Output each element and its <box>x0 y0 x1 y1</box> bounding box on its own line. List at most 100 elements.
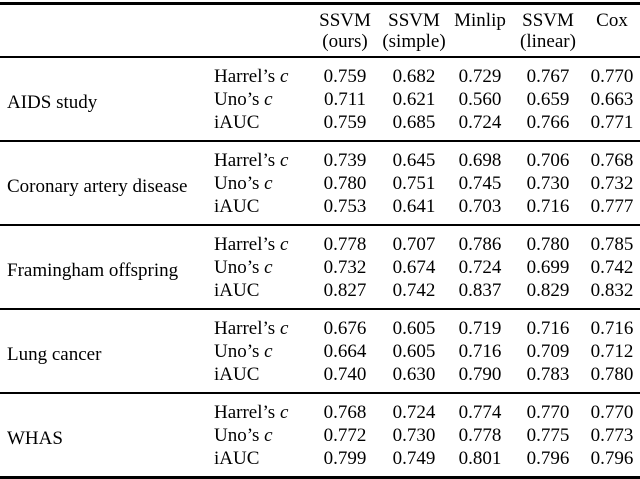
value-cell: 0.664 <box>323 341 367 362</box>
metric-label: Uno’s c <box>208 172 310 195</box>
value-cell: 0.716 <box>458 341 502 362</box>
dataset-label: AIDS study <box>7 92 98 113</box>
table-row: Uno’s c 0.780 0.751 0.745 0.730 0.732 <box>0 172 640 195</box>
value-cell: 0.780 <box>590 364 634 385</box>
value-cell: 0.739 <box>323 150 367 171</box>
metric-label: Harrel’s c <box>208 393 310 424</box>
dataset-label: Framingham offspring <box>7 260 179 281</box>
value-cell: 0.745 <box>458 173 502 194</box>
col-header-ssvm-ours: SSVM (ours) <box>310 3 380 58</box>
metric-label: iAUC <box>208 111 310 141</box>
dataset-label: WHAS <box>7 428 63 449</box>
value-cell: 0.712 <box>590 341 634 362</box>
value-cell: 0.775 <box>526 425 570 446</box>
metric-symbol: c <box>264 89 273 110</box>
value-cell: 0.724 <box>458 112 502 133</box>
metric-symbol: c <box>264 173 273 194</box>
value-cell: 0.630 <box>392 364 436 385</box>
metric-text: Harrel’s <box>214 234 276 255</box>
metric-text: Uno’s <box>214 341 260 362</box>
metric-symbol: c <box>279 150 289 171</box>
metric-symbol: c <box>279 66 289 87</box>
value-cell: 0.645 <box>392 150 436 171</box>
value-cell: 0.778 <box>323 234 367 255</box>
col-header-cox: Cox <box>584 3 640 58</box>
value-cell: 0.783 <box>526 364 570 385</box>
value-cell: 0.729 <box>458 66 502 87</box>
value-cell: 0.832 <box>590 280 634 301</box>
value-cell: 0.682 <box>392 66 436 87</box>
value-cell: 0.780 <box>323 173 367 194</box>
group-aids-study: AIDS study Harrel’s c 0.759 0.682 0.729 … <box>0 57 640 141</box>
metric-symbol: c <box>279 318 289 339</box>
value-cell: 0.732 <box>590 173 634 194</box>
table-row: WHAS Harrel’s c 0.768 0.724 0.774 0.770 … <box>0 393 640 449</box>
value-cell: 0.796 <box>590 448 634 469</box>
value-cell: 0.827 <box>323 280 367 301</box>
value-cell: 0.770 <box>590 402 634 423</box>
metric-label: Uno’s c <box>208 256 310 279</box>
model-variant: (simple) <box>382 31 446 52</box>
value-cell: 0.772 <box>323 425 367 446</box>
value-cell: 0.730 <box>526 173 570 194</box>
model-name: SSVM <box>388 10 440 31</box>
metric-text: Harrel’s <box>214 150 276 171</box>
value-cell: 0.706 <box>526 150 570 171</box>
metric-text: Harrel’s <box>214 66 276 87</box>
value-cell: 0.770 <box>526 402 570 423</box>
value-cell: 0.716 <box>526 318 570 339</box>
value-cell: 0.786 <box>458 234 502 255</box>
value-cell: 0.778 <box>458 425 502 446</box>
model-name: SSVM <box>522 10 574 31</box>
metric-text: Harrel’s <box>214 318 276 339</box>
value-cell: 0.698 <box>458 150 502 171</box>
metric-label: Uno’s c <box>208 424 310 447</box>
value-cell: 0.751 <box>392 173 436 194</box>
table-row: iAUC 0.753 0.641 0.703 0.716 0.777 <box>0 195 640 225</box>
model-name: Cox <box>596 10 628 31</box>
value-cell: 0.780 <box>526 234 570 255</box>
metric-label: iAUC <box>208 447 310 478</box>
metric-symbol: c <box>264 341 273 362</box>
metric-label: Uno’s c <box>208 340 310 363</box>
value-cell: 0.768 <box>323 402 367 423</box>
value-cell: 0.716 <box>526 196 570 217</box>
value-cell: 0.785 <box>590 234 634 255</box>
value-cell: 0.837 <box>458 280 502 301</box>
value-cell: 0.719 <box>458 318 502 339</box>
metric-text: iAUC <box>214 280 260 301</box>
table-row: iAUC 0.740 0.630 0.790 0.783 0.780 <box>0 363 640 393</box>
metric-label: Harrel’s c <box>208 225 310 256</box>
value-cell: 0.709 <box>526 341 570 362</box>
value-cell: 0.799 <box>323 448 367 469</box>
value-cell: 0.759 <box>323 112 367 133</box>
col-header-minlip: Minlip <box>448 3 512 58</box>
metric-text: Uno’s <box>214 89 260 110</box>
metric-symbol: c <box>264 257 273 278</box>
value-cell: 0.707 <box>392 234 436 255</box>
metric-text: iAUC <box>214 112 260 133</box>
model-variant: (linear) <box>520 31 576 52</box>
value-cell: 0.663 <box>590 89 634 110</box>
value-cell: 0.777 <box>590 196 634 217</box>
value-cell: 0.605 <box>392 318 436 339</box>
col-header-ssvm-simple: SSVM (simple) <box>380 3 448 58</box>
value-cell: 0.790 <box>458 364 502 385</box>
header-row: SSVM (ours) SSVM (simple) Minlip SSVM (l… <box>0 3 640 58</box>
group-lung-cancer: Lung cancer Harrel’s c 0.676 0.605 0.719… <box>0 309 640 393</box>
value-cell: 0.740 <box>323 364 367 385</box>
value-cell: 0.641 <box>392 196 436 217</box>
table-row: AIDS study Harrel’s c 0.759 0.682 0.729 … <box>0 57 640 113</box>
value-cell: 0.753 <box>323 196 367 217</box>
table-row: Lung cancer Harrel’s c 0.676 0.605 0.719… <box>0 309 640 365</box>
metric-text: Uno’s <box>214 173 260 194</box>
value-cell: 0.749 <box>392 448 436 469</box>
model-name: Minlip <box>454 10 506 31</box>
metric-text: Uno’s <box>214 257 260 278</box>
value-cell: 0.773 <box>590 425 634 446</box>
value-cell: 0.685 <box>392 112 436 133</box>
value-cell: 0.703 <box>458 196 502 217</box>
metric-text: Harrel’s <box>214 402 276 423</box>
value-cell: 0.621 <box>392 89 436 110</box>
